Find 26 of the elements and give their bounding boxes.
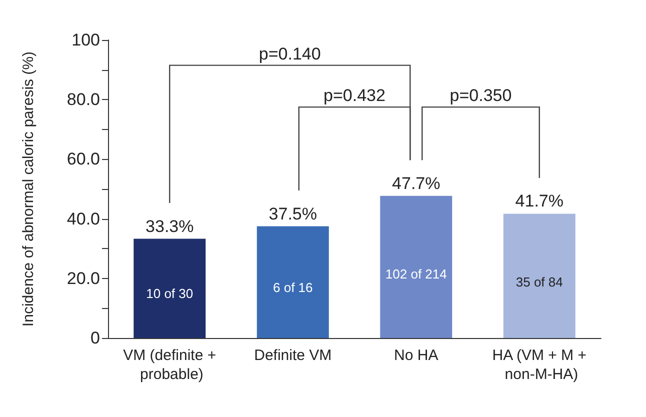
- annotation: p=0.350: [450, 86, 512, 106]
- data-label: 41.7%: [515, 192, 564, 211]
- data-label: 37.5%: [268, 204, 317, 224]
- x-tick-label: VM (definite + probable): [123, 347, 216, 383]
- y-tick-label: 100: [72, 30, 100, 50]
- x-tick-label: No HA: [394, 347, 438, 364]
- data-label: 33.3%: [146, 216, 194, 236]
- annotation: p=0.140: [258, 44, 321, 64]
- bar: [380, 196, 452, 338]
- bar: [256, 226, 329, 338]
- bar: [503, 214, 576, 338]
- y-tick-label: 80.0: [66, 90, 100, 110]
- annotation: 102 of 214: [385, 266, 447, 282]
- annotation: 6 of 16: [272, 280, 313, 296]
- y-tick-label: 60.0: [66, 150, 100, 169]
- data-label: 47.7%: [392, 174, 440, 193]
- annotation: 35 of 84: [516, 274, 563, 290]
- annotation: 10 of 30: [146, 286, 194, 301]
- bar: [134, 238, 206, 338]
- y-tick-label: 0: [90, 328, 100, 348]
- y-tick-label: 20.0: [66, 268, 100, 288]
- y-tick-label: 40.0: [66, 209, 100, 228]
- y-axis-title: Incidence of abnormal caloric paresis (%): [20, 51, 37, 327]
- x-tick-label: Definite VM: [254, 347, 332, 364]
- x-tick-label: HA (VM + M + non-M-HA): [492, 347, 587, 383]
- annotation: p=0.432: [324, 86, 386, 106]
